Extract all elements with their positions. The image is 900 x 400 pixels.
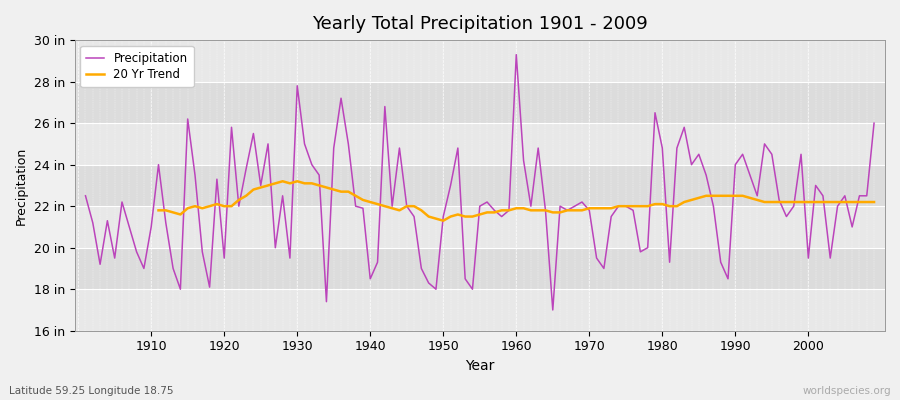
- Text: Latitude 59.25 Longitude 18.75: Latitude 59.25 Longitude 18.75: [9, 386, 174, 396]
- Bar: [75, 289, 885, 331]
- 20 Yr Trend: [511, 206, 522, 211]
- Precipitation: [868, 121, 879, 126]
- Bar: [75, 40, 885, 82]
- Text: worldspecies.org: worldspecies.org: [803, 386, 891, 396]
- Precipitation: [504, 208, 515, 213]
- Precipitation: [613, 204, 624, 208]
- Precipitation: [518, 158, 529, 163]
- 20 Yr Trend: [299, 181, 310, 186]
- Line: 20 Yr Trend: 20 Yr Trend: [158, 181, 874, 221]
- Precipitation: [299, 142, 310, 146]
- 20 Yr Trend: [868, 200, 879, 204]
- 20 Yr Trend: [504, 208, 515, 213]
- Bar: [75, 165, 885, 206]
- Line: Precipitation: Precipitation: [86, 55, 874, 310]
- 20 Yr Trend: [343, 189, 354, 194]
- Precipitation: [80, 193, 91, 198]
- Precipitation: [139, 266, 149, 271]
- Bar: [75, 206, 885, 248]
- Precipitation: [511, 52, 522, 57]
- Bar: [75, 123, 885, 165]
- Bar: [75, 82, 885, 123]
- 20 Yr Trend: [598, 206, 609, 211]
- Title: Yearly Total Precipitation 1901 - 2009: Yearly Total Precipitation 1901 - 2009: [312, 15, 648, 33]
- Precipitation: [343, 142, 354, 146]
- Precipitation: [547, 308, 558, 312]
- Y-axis label: Precipitation: Precipitation: [15, 146, 28, 224]
- X-axis label: Year: Year: [465, 359, 494, 373]
- Bar: [75, 248, 885, 289]
- Legend: Precipitation, 20 Yr Trend: Precipitation, 20 Yr Trend: [80, 46, 194, 87]
